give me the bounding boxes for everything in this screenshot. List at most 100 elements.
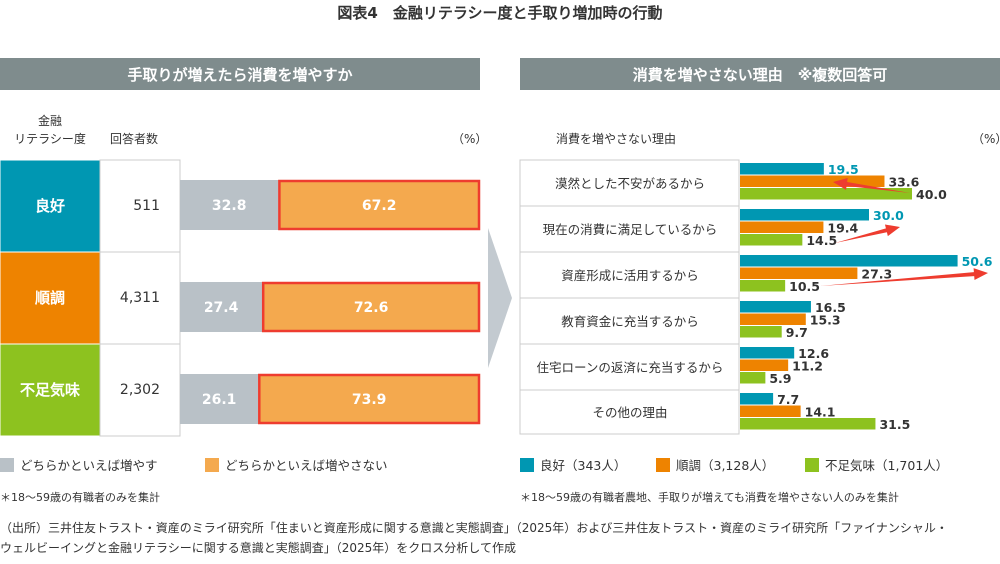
left-panel-header: 手取りが増えたら消費を増やすか: [0, 58, 480, 90]
bar-value-label: 14.5: [806, 233, 837, 248]
literacy-header-line2: リテラシー度: [14, 132, 86, 146]
bar-value-label: 30.0: [873, 208, 904, 223]
bar-good: [740, 209, 869, 221]
bar-label-increase: 32.8: [212, 198, 247, 214]
legend-not-increase: どちらかといえば増やさない: [205, 455, 388, 474]
right-panel-header: 消費を増やさない理由 ※複数回答可: [520, 58, 1000, 90]
bar-label-not-increase: 72.6: [354, 300, 389, 316]
figure-title: 図表4 金融リテラシー度と手取り増加時の行動: [337, 4, 663, 22]
reason-cell: [519, 159, 740, 207]
bar-increase: [180, 374, 259, 424]
bar-ok: [740, 359, 789, 371]
bar-good: [740, 255, 958, 267]
bar-value-label: 19.5: [828, 162, 859, 177]
respondents-cell: [99, 159, 181, 253]
bar-value-label: 19.4: [827, 221, 858, 236]
literacy-label: 良好: [35, 197, 65, 215]
note-left: ＊18～59歳の有職者のみを集計: [0, 491, 160, 504]
reason-label: その他の理由: [592, 405, 667, 420]
bar-lack: [740, 234, 803, 246]
reason-label: 住宅ローンの返済に充当するから: [537, 360, 724, 375]
bar-value-label: 16.5: [815, 300, 846, 315]
respondents-column-header: 回答者数: [110, 132, 159, 146]
red-arrow-icon: [835, 224, 900, 243]
literacy-cell: [0, 159, 101, 253]
literacy-label: 順調: [34, 289, 65, 307]
legend-label: 順調（3,128人）: [676, 458, 775, 473]
bar-lack: [740, 188, 912, 200]
bar-value-label: 33.6: [888, 175, 919, 190]
source-line2: ウェルビーイングと金融リテラシーに関する意識と実態調査」（2025年）をクロス分…: [0, 541, 516, 555]
reason-label: 教育資金に充当するから: [561, 314, 699, 329]
legend-label: 不足気味（1,701人）: [825, 458, 949, 473]
bar-value-label: 9.7: [786, 325, 808, 340]
left-unit-label: （%）: [452, 132, 488, 146]
bar-value-label: 7.7: [777, 392, 799, 407]
bar-increase: [180, 180, 279, 230]
bar-value-label: 50.6: [962, 254, 993, 269]
reason-label: 資産形成に活用するから: [561, 268, 699, 283]
literacy-header-line1: 金融: [37, 114, 62, 128]
literacy-label: 不足気味: [20, 381, 80, 399]
bar-ok: [740, 221, 824, 233]
respondents-value: 511: [133, 198, 160, 214]
bar-not-increase: [261, 281, 481, 333]
literacy-cell: [0, 343, 101, 437]
legend-label: どちらかといえば増やす: [20, 458, 158, 473]
bar-increase: [180, 282, 263, 332]
right-unit-label: （%）: [972, 132, 1000, 146]
note-right: ＊18～59歳の有職者農地、手取りが増えても消費を増やさない人のみを集計: [520, 491, 899, 504]
bar-ok: [740, 175, 885, 187]
source-note: （出所）三井住友トラスト・資産のミライ研究所「住まいと資産形成に関する意識と実態…: [0, 518, 948, 558]
literacy-cell: [0, 251, 101, 345]
legend-good: 良好（343人）: [520, 455, 626, 474]
red-arrow-icon: [833, 178, 910, 193]
bar-lack: [740, 372, 766, 384]
bar-value-label: 40.0: [916, 187, 947, 202]
reason-label: 漠然とした不安があるから: [555, 176, 705, 191]
bar-value-label: 14.1: [805, 405, 836, 420]
bar-lack: [740, 418, 876, 430]
bar-label-not-increase: 67.2: [362, 198, 397, 214]
reason-column-header: 消費を増やさない理由: [556, 132, 677, 146]
bar-good: [740, 347, 795, 359]
bar-good: [740, 393, 774, 405]
bar-value-label: 31.5: [879, 417, 910, 432]
legend-swatch: [0, 457, 14, 472]
red-arrow-icon: [820, 268, 988, 286]
legend-increase: どちらかといえば増やす: [0, 455, 158, 474]
bar-label-not-increase: 73.9: [352, 392, 387, 408]
bar-good: [740, 301, 811, 313]
legend-label: どちらかといえば増やさない: [225, 458, 388, 473]
bar-label-increase: 26.1: [202, 392, 237, 408]
reason-cell: [519, 343, 740, 391]
bar-value-label: 27.3: [861, 267, 892, 282]
bar-not-increase: [258, 373, 481, 425]
bar-ok: [740, 405, 801, 417]
chevron-arrow-icon: [488, 228, 512, 368]
legend-label: 良好（343人）: [540, 458, 627, 473]
respondents-cell: [99, 343, 181, 437]
reason-cell: [519, 389, 740, 435]
reason-label: 現在の消費に満足しているから: [543, 222, 718, 237]
source-line1: （出所）三井住友トラスト・資産のミライ研究所「住まいと資産形成に関する意識と実態…: [0, 521, 948, 535]
reason-cell: [519, 251, 740, 299]
bar-lack: [740, 326, 782, 338]
literacy-column-header: 金融 リテラシー度: [0, 112, 100, 148]
respondents-value: 2,302: [120, 382, 160, 398]
bar-value-label: 11.2: [792, 359, 823, 374]
legend-swatch: [805, 457, 819, 472]
legend-swatch: [205, 457, 219, 472]
bar-good: [740, 163, 824, 175]
legend-swatch: [520, 457, 534, 472]
bar-value-label: 12.6: [798, 346, 829, 361]
bar-value-label: 5.9: [769, 371, 791, 386]
bar-label-increase: 27.4: [204, 300, 239, 316]
legend-swatch: [656, 457, 670, 472]
bar-ok: [740, 267, 858, 279]
legend-ok: 順調（3,128人）: [656, 455, 774, 474]
bar-value-label: 15.3: [810, 313, 841, 328]
bar-value-label: 10.5: [789, 279, 820, 294]
respondents-value: 4,311: [120, 290, 160, 306]
